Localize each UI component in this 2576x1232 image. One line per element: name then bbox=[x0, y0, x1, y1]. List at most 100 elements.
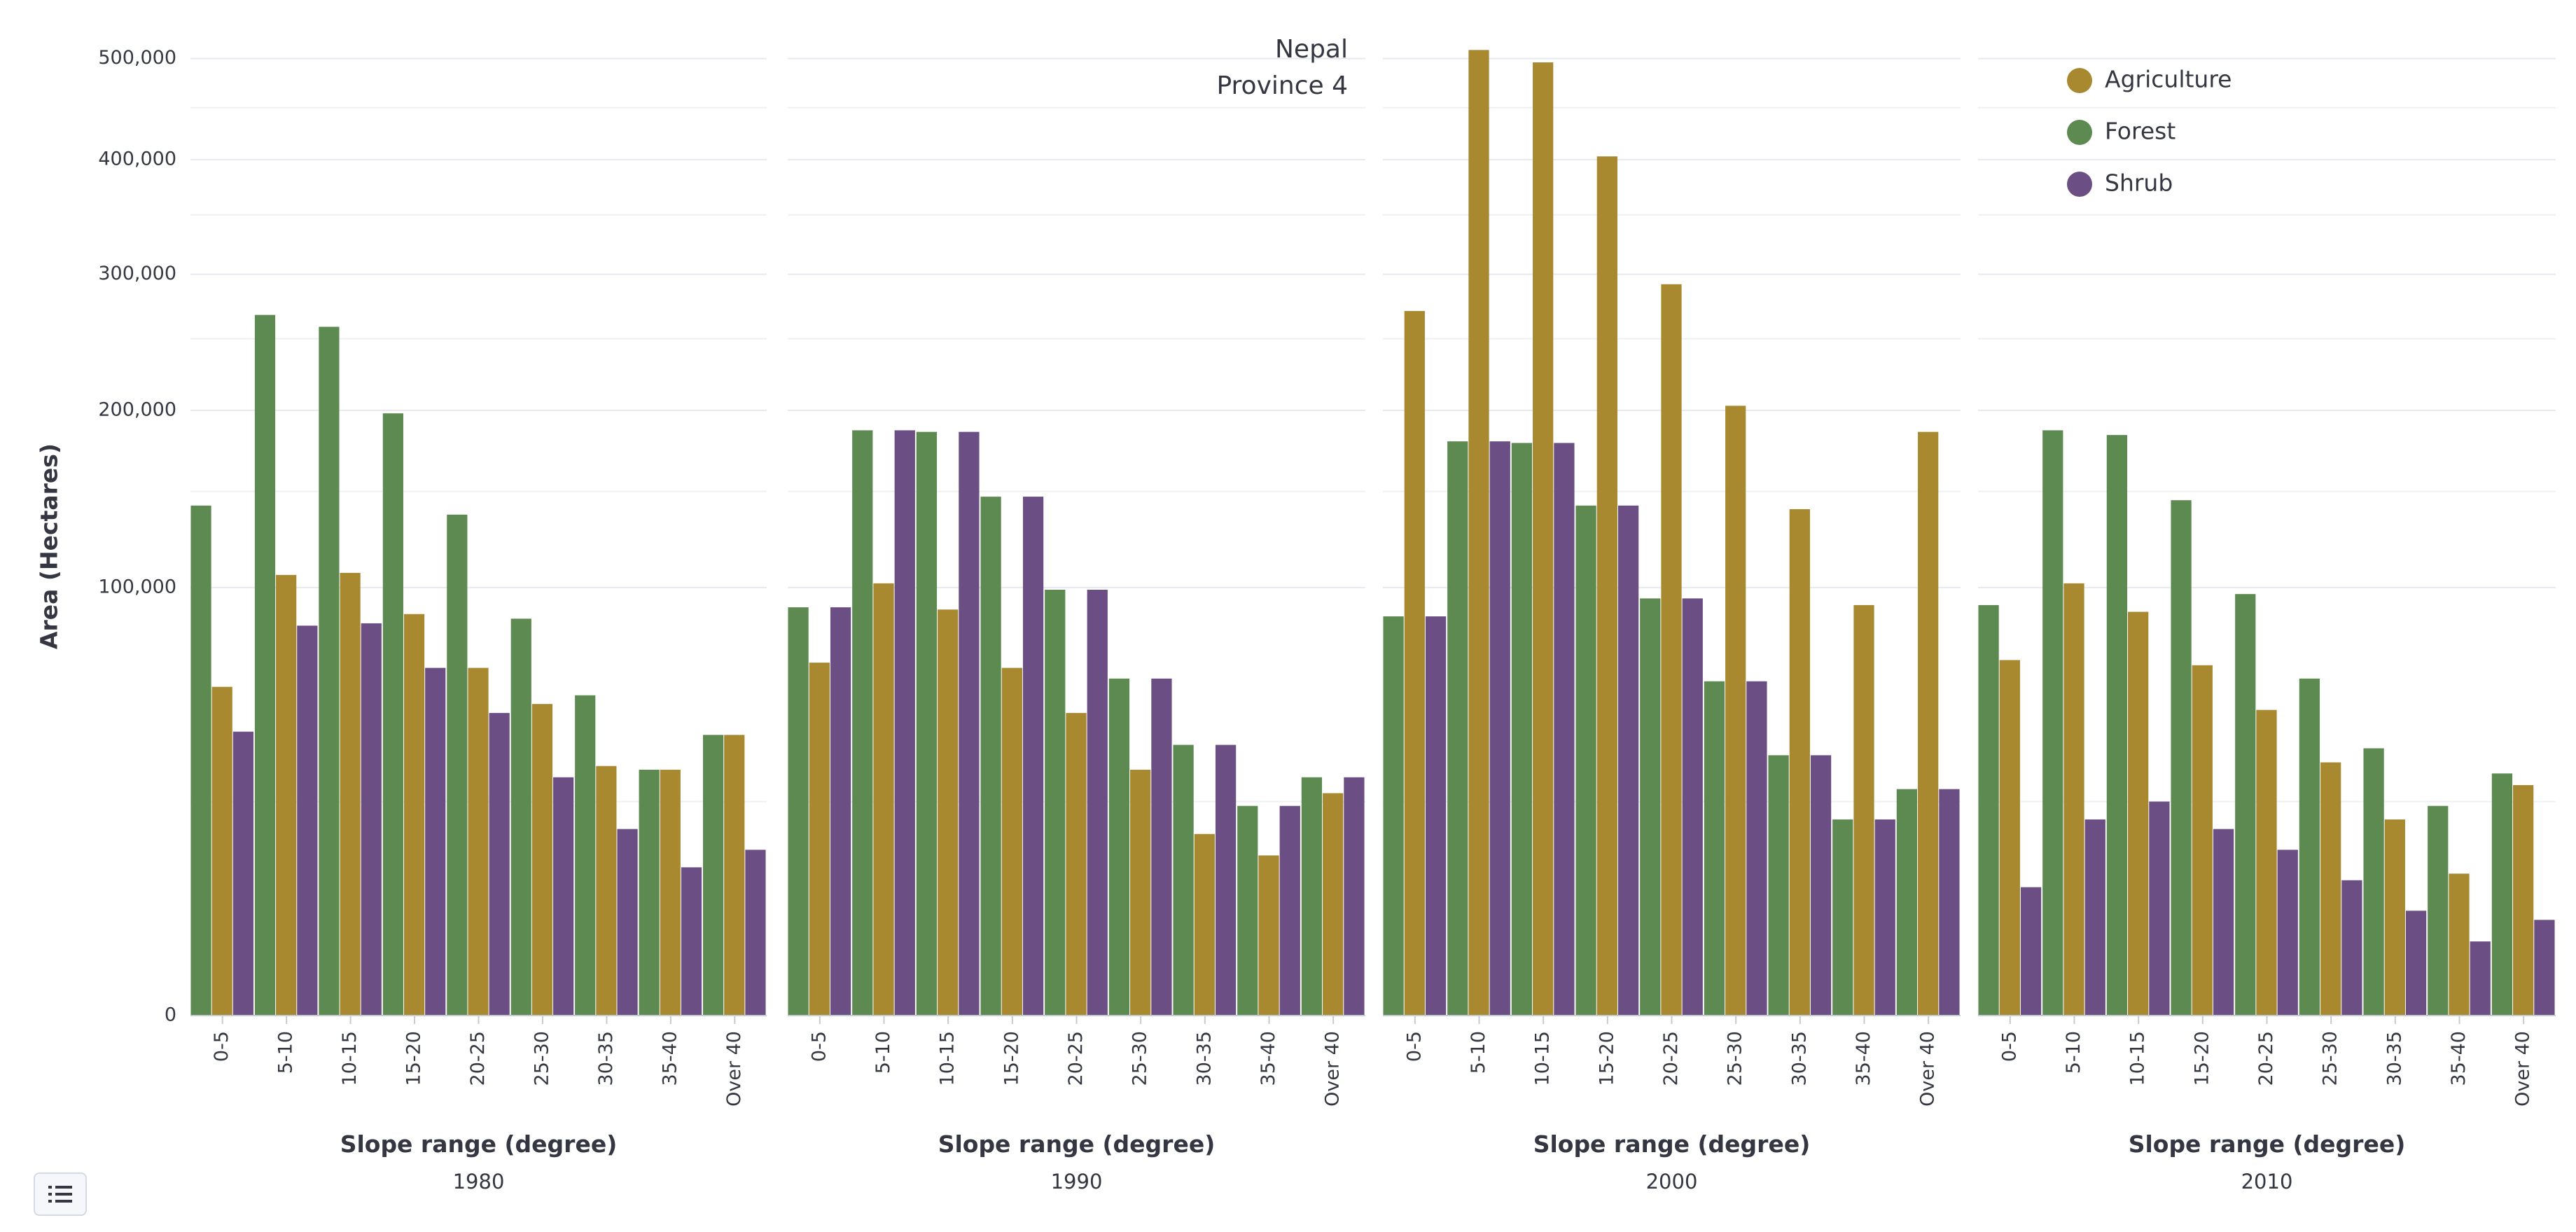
legend-item-agriculture[interactable]: Agriculture bbox=[2067, 66, 2232, 94]
bar-1990-shrub-15-20[interactable] bbox=[1022, 497, 1044, 1016]
bar-1980-forest-over-40[interactable] bbox=[703, 735, 724, 1016]
bar-1990-shrub-5-10[interactable] bbox=[894, 430, 915, 1016]
bar-2010-shrub-5-10[interactable] bbox=[2084, 819, 2105, 1016]
bar-2000-forest-over-40[interactable] bbox=[1896, 789, 1918, 1016]
bar-1990-shrub-0-5[interactable] bbox=[830, 607, 851, 1016]
bar-1980-forest-25-30[interactable] bbox=[510, 618, 531, 1016]
bar-1980-agriculture-0-5[interactable] bbox=[211, 686, 232, 1016]
bar-2000-shrub-20-25[interactable] bbox=[1682, 598, 1703, 1016]
bar-2010-agriculture-35-40[interactable] bbox=[2449, 873, 2470, 1016]
bar-1990-shrub-10-15[interactable] bbox=[959, 431, 980, 1016]
bar-2010-forest-20-25[interactable] bbox=[2235, 594, 2256, 1016]
legend-toggle-button[interactable] bbox=[34, 1172, 87, 1216]
bar-2000-forest-30-35[interactable] bbox=[1768, 755, 1789, 1016]
bar-1990-forest-0-5[interactable] bbox=[788, 607, 809, 1016]
bar-2010-shrub-over-40[interactable] bbox=[2534, 920, 2555, 1016]
legend-item-forest[interactable]: Forest bbox=[2067, 118, 2175, 146]
bar-2000-agriculture-0-5[interactable] bbox=[1404, 311, 1425, 1016]
bar-2000-shrub-30-35[interactable] bbox=[1810, 755, 1832, 1016]
bar-1980-shrub-5-10[interactable] bbox=[297, 625, 318, 1016]
bar-2010-agriculture-15-20[interactable] bbox=[2192, 665, 2213, 1016]
bar-2000-shrub-10-15[interactable] bbox=[1554, 443, 1575, 1016]
legend[interactable]: Agriculture Forest Shrub bbox=[2067, 66, 2232, 198]
bar-1980-agriculture-35-40[interactable] bbox=[660, 769, 681, 1016]
bar-2010-agriculture-20-25[interactable] bbox=[2256, 710, 2277, 1016]
bar-2010-shrub-15-20[interactable] bbox=[2213, 829, 2234, 1016]
bar-1980-shrub-35-40[interactable] bbox=[681, 867, 702, 1016]
bar-1980-shrub-20-25[interactable] bbox=[489, 712, 510, 1016]
bar-1990-shrub-35-40[interactable] bbox=[1279, 805, 1300, 1016]
bar-2010-forest-15-20[interactable] bbox=[2171, 500, 2192, 1016]
bar-2000-agriculture-30-35[interactable] bbox=[1789, 508, 1810, 1016]
bar-2010-agriculture-over-40[interactable] bbox=[2513, 784, 2534, 1016]
bar-1980-forest-10-15[interactable] bbox=[319, 326, 340, 1016]
bar-2000-forest-0-5[interactable] bbox=[1383, 616, 1404, 1016]
bar-1990-agriculture-35-40[interactable] bbox=[1258, 855, 1279, 1016]
bar-1990-shrub-25-30[interactable] bbox=[1151, 678, 1172, 1016]
bar-1980-shrub-25-30[interactable] bbox=[553, 777, 574, 1016]
bar-2000-shrub-15-20[interactable] bbox=[1617, 505, 1639, 1016]
bar-1980-agriculture-over-40[interactable] bbox=[724, 735, 745, 1016]
bar-2000-forest-25-30[interactable] bbox=[1704, 681, 1725, 1016]
bar-1980-forest-30-35[interactable] bbox=[575, 695, 596, 1016]
bar-1980-agriculture-20-25[interactable] bbox=[468, 667, 489, 1016]
bar-2000-agriculture-35-40[interactable] bbox=[1853, 604, 1874, 1016]
legend-item-shrub[interactable]: Shrub bbox=[2067, 169, 2173, 198]
bar-1980-forest-20-25[interactable] bbox=[447, 514, 468, 1016]
bar-2000-forest-20-25[interactable] bbox=[1640, 598, 1661, 1016]
bar-2010-agriculture-25-30[interactable] bbox=[2320, 762, 2341, 1016]
bar-2010-shrub-30-35[interactable] bbox=[2405, 911, 2427, 1016]
bar-1990-agriculture-20-25[interactable] bbox=[1066, 712, 1087, 1016]
bar-1980-forest-35-40[interactable] bbox=[639, 769, 660, 1016]
bar-1980-shrub-10-15[interactable] bbox=[361, 623, 382, 1016]
bar-1990-agriculture-30-35[interactable] bbox=[1194, 833, 1215, 1016]
bar-2010-shrub-0-5[interactable] bbox=[2020, 887, 2042, 1016]
bar-1980-forest-5-10[interactable] bbox=[254, 314, 276, 1016]
bar-2000-forest-35-40[interactable] bbox=[1832, 819, 1853, 1016]
bar-2000-shrub-35-40[interactable] bbox=[1874, 819, 1895, 1016]
bar-2000-forest-15-20[interactable] bbox=[1575, 505, 1596, 1016]
bar-2000-forest-5-10[interactable] bbox=[1447, 441, 1468, 1016]
bar-1990-shrub-30-35[interactable] bbox=[1215, 745, 1237, 1016]
bar-2010-forest-10-15[interactable] bbox=[2106, 435, 2128, 1016]
bar-2010-forest-25-30[interactable] bbox=[2299, 678, 2320, 1016]
bar-1980-agriculture-30-35[interactable] bbox=[596, 766, 617, 1016]
bar-1980-agriculture-10-15[interactable] bbox=[340, 572, 361, 1016]
bar-2010-agriculture-5-10[interactable] bbox=[2063, 583, 2084, 1016]
bar-1990-agriculture-10-15[interactable] bbox=[938, 609, 959, 1016]
bar-2010-forest-0-5[interactable] bbox=[1978, 604, 1999, 1016]
bar-1990-agriculture-over-40[interactable] bbox=[1323, 793, 1344, 1016]
bar-1990-agriculture-25-30[interactable] bbox=[1130, 769, 1151, 1016]
bar-2010-agriculture-10-15[interactable] bbox=[2128, 611, 2149, 1016]
bar-2010-forest-35-40[interactable] bbox=[2428, 805, 2449, 1016]
bar-1980-shrub-30-35[interactable] bbox=[617, 829, 638, 1016]
bar-2010-shrub-25-30[interactable] bbox=[2341, 880, 2362, 1016]
bar-2000-agriculture-5-10[interactable] bbox=[1468, 50, 1489, 1016]
bar-1990-forest-over-40[interactable] bbox=[1301, 777, 1323, 1016]
bar-1990-agriculture-0-5[interactable] bbox=[809, 663, 830, 1016]
bar-2010-forest-30-35[interactable] bbox=[2363, 748, 2384, 1016]
bar-1990-forest-5-10[interactable] bbox=[852, 430, 873, 1016]
bar-2010-forest-5-10[interactable] bbox=[2042, 430, 2063, 1016]
bar-2010-shrub-10-15[interactable] bbox=[2149, 801, 2170, 1016]
bar-2000-agriculture-over-40[interactable] bbox=[1918, 431, 1939, 1016]
bar-2000-agriculture-15-20[interactable] bbox=[1596, 156, 1617, 1016]
bar-1980-agriculture-15-20[interactable] bbox=[403, 614, 425, 1016]
bar-1990-shrub-over-40[interactable] bbox=[1344, 777, 1365, 1016]
bar-1980-agriculture-5-10[interactable] bbox=[276, 574, 297, 1016]
bar-2000-agriculture-25-30[interactable] bbox=[1725, 406, 1746, 1016]
bar-1990-forest-10-15[interactable] bbox=[916, 431, 938, 1016]
bar-2010-agriculture-30-35[interactable] bbox=[2384, 819, 2405, 1016]
bar-1990-agriculture-5-10[interactable] bbox=[873, 583, 894, 1016]
bar-1990-forest-30-35[interactable] bbox=[1173, 745, 1194, 1016]
bar-1980-agriculture-25-30[interactable] bbox=[531, 704, 553, 1016]
bar-2010-agriculture-0-5[interactable] bbox=[1999, 660, 2020, 1016]
bar-1990-shrub-20-25[interactable] bbox=[1087, 589, 1108, 1016]
bar-1980-shrub-over-40[interactable] bbox=[745, 850, 766, 1016]
bar-1990-forest-25-30[interactable] bbox=[1108, 678, 1130, 1016]
bar-1980-shrub-0-5[interactable] bbox=[232, 731, 253, 1016]
bar-2000-agriculture-20-25[interactable] bbox=[1661, 284, 1682, 1016]
bar-1990-forest-20-25[interactable] bbox=[1045, 589, 1066, 1016]
bar-1990-forest-15-20[interactable] bbox=[980, 497, 1001, 1016]
bar-1990-forest-35-40[interactable] bbox=[1237, 805, 1258, 1016]
